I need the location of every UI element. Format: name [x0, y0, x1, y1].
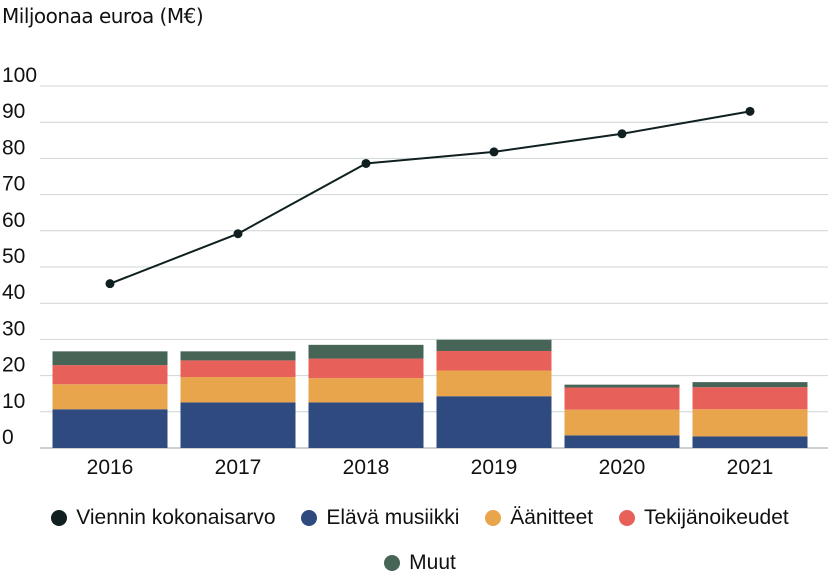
y-tick-label: 70	[2, 173, 25, 196]
legend-swatch	[485, 510, 502, 526]
legend-swatch	[301, 510, 318, 526]
line-point	[617, 129, 627, 139]
bar-segment	[436, 339, 552, 351]
legend-item-recordings: Äänitteet	[485, 506, 593, 530]
bar-segment	[180, 360, 296, 378]
y-axis-title: Miljoonaa euroa (M€)	[2, 4, 204, 28]
x-tick-label: 2021	[727, 456, 774, 479]
y-tick-labels: 0 10 20 30 40 50 60 70 80 90 100	[2, 64, 37, 449]
legend-label: Tekijänoikeudet	[643, 506, 789, 529]
line-point	[745, 106, 755, 116]
gridlines	[40, 85, 828, 449]
bar-segment	[564, 409, 680, 436]
bar-segment	[52, 409, 168, 448]
legend-item-other: Muut	[384, 551, 456, 575]
legend-item-live-music: Elävä musiikki	[301, 506, 459, 530]
bar-segment	[692, 436, 808, 448]
legend-item-total: Viennin kokonaisarvo	[51, 506, 276, 530]
bar-segment	[308, 358, 424, 379]
bar-segment	[564, 384, 680, 388]
x-tick-label: 2018	[343, 456, 390, 479]
legend-label: Viennin kokonaisarvo	[76, 506, 276, 529]
y-tick-label: 0	[2, 426, 14, 449]
y-tick-label: 30	[2, 317, 25, 340]
line-path	[109, 110, 751, 285]
x-tick-label: 2020	[599, 456, 646, 479]
y-tick-label: 60	[2, 209, 25, 232]
bar-segment	[692, 382, 808, 388]
y-tick-label: 10	[2, 390, 25, 413]
legend-swatch	[618, 510, 635, 526]
legend-item-copyrights: Tekijänoikeudet	[618, 506, 789, 530]
x-tick-label: 2016	[87, 456, 134, 479]
stacked-bars	[52, 339, 808, 448]
bar-segment	[308, 378, 424, 403]
y-tick-label: 40	[2, 281, 25, 304]
x-tick-label: 2019	[471, 456, 518, 479]
bar-segment	[436, 396, 552, 448]
y-tick-label: 80	[2, 136, 25, 159]
legend-label: Äänitteet	[510, 506, 594, 529]
bar-segment	[308, 344, 424, 359]
bar-segment	[564, 435, 680, 448]
total-line	[105, 106, 755, 289]
bar-segment	[692, 409, 808, 437]
bar-segment	[436, 350, 552, 371]
bar-segment	[436, 370, 552, 397]
x-tick-labels: 2016 2017 2018 2019 2020 2021	[87, 456, 774, 479]
line-point	[489, 147, 499, 157]
y-tick-label: 50	[2, 245, 25, 268]
legend-swatch	[51, 510, 68, 526]
legend: Viennin kokonaisarvo Elävä musiikki Ääni…	[0, 506, 840, 532]
y-tick-label: 100	[2, 64, 37, 87]
bar-segment	[180, 402, 296, 448]
y-tick-label: 90	[2, 100, 25, 123]
y-tick-label: 20	[2, 354, 25, 377]
line-point	[361, 158, 371, 168]
legend-label: Elävä musiikki	[326, 506, 460, 529]
bar-segment	[564, 387, 680, 410]
bar-segment	[180, 377, 296, 403]
legend-label: Muut	[409, 551, 456, 574]
x-tick-label: 2017	[215, 456, 262, 479]
bar-segment	[180, 351, 296, 361]
bar-segment	[52, 384, 168, 410]
line-point	[233, 229, 243, 239]
line-point	[105, 279, 115, 289]
legend-swatch	[384, 555, 401, 571]
bar-segment	[308, 402, 424, 448]
bar-segment	[52, 351, 168, 366]
bar-segment	[52, 365, 168, 385]
legend-row-2: Muut	[0, 551, 840, 577]
bar-segment	[692, 387, 808, 410]
